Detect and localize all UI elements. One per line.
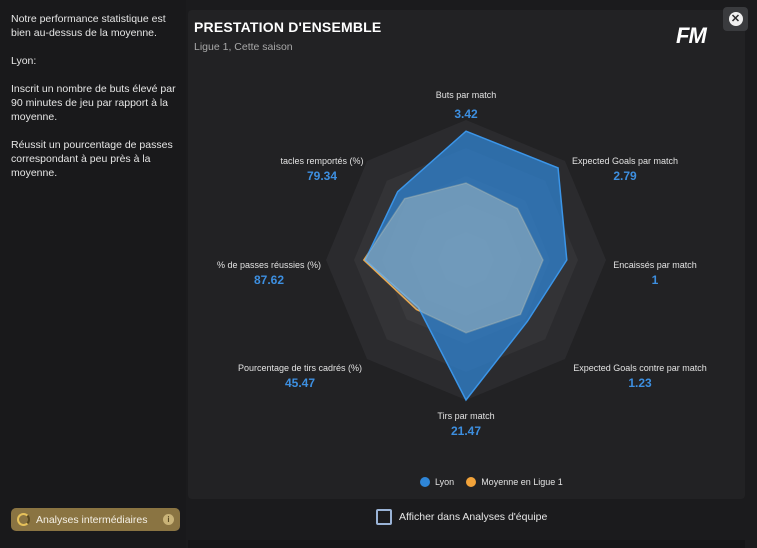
axis-label: Pourcentage de tirs cadrés (%) bbox=[237, 363, 363, 373]
axis-value: 45.47 bbox=[284, 376, 316, 390]
radar-chart bbox=[326, 120, 606, 402]
bottom-strip bbox=[188, 540, 745, 548]
legend-item-average: Moyenne en Ligue 1 bbox=[466, 477, 563, 487]
axis-label: Encaissés par match bbox=[613, 260, 697, 270]
analyses-button-label: Analyses intermédiaires bbox=[36, 513, 148, 526]
axis-value: 79.34 bbox=[306, 169, 338, 183]
legend-item-lyon: Lyon bbox=[420, 477, 454, 487]
axis-label: Buts par match bbox=[435, 90, 497, 100]
card-title: PRESTATION D'ENSEMBLE bbox=[194, 19, 382, 35]
series-lyon-area bbox=[364, 130, 568, 402]
analysis-paragraph: Lyon: bbox=[11, 55, 37, 67]
info-icon[interactable]: i bbox=[163, 514, 174, 525]
card-subtitle: Ligue 1, Cette saison bbox=[194, 41, 293, 53]
axis-value: 1 bbox=[651, 273, 659, 287]
close-button[interactable]: ✕ bbox=[723, 7, 748, 31]
close-icon: ✕ bbox=[728, 12, 743, 26]
legend-label: Lyon bbox=[435, 477, 455, 487]
axis-value: 21.47 bbox=[450, 424, 482, 438]
legend-dot bbox=[420, 477, 430, 487]
fm-logo: FM bbox=[676, 23, 707, 48]
axis-label: Tirs par match bbox=[437, 411, 495, 421]
analyses-intermediaires-button[interactable]: Analyses intermédiaires i bbox=[11, 508, 180, 531]
legend-dot bbox=[466, 477, 477, 487]
axis-value: 2.79 bbox=[613, 169, 637, 183]
axis-value: 3.42 bbox=[454, 107, 478, 121]
axis-label: Expected Goals contre par match bbox=[573, 363, 707, 373]
legend-label: Moyenne en Ligue 1 bbox=[481, 477, 563, 487]
checkbox-label: Afficher dans Analyses d'équipe bbox=[399, 511, 548, 523]
checkbox[interactable] bbox=[376, 509, 392, 525]
series-average-area bbox=[363, 183, 543, 333]
progress-ring-icon bbox=[17, 513, 30, 526]
axis-label: Expected Goals par match bbox=[571, 156, 679, 166]
axis-label: % de passes réussies (%) bbox=[216, 260, 322, 270]
analysis-text: Notre performance statistique est bien a… bbox=[11, 12, 181, 194]
axis-value: 1.23 bbox=[628, 376, 652, 390]
chart-legend: Lyon Moyenne en Ligue 1 bbox=[420, 475, 575, 489]
analysis-paragraph: Inscrit un nombre de buts élevé par 90 m… bbox=[11, 83, 176, 123]
show-in-team-analysis-toggle[interactable]: Afficher dans Analyses d'équipe bbox=[376, 509, 547, 525]
analysis-paragraph: Réussit un pourcentage de passes corresp… bbox=[11, 139, 173, 179]
analysis-paragraph: Notre performance statistique est bien a… bbox=[11, 13, 166, 39]
axis-label: tacles remportés (%) bbox=[280, 156, 364, 166]
axis-value: 87.62 bbox=[253, 273, 285, 287]
left-panel: Notre performance statistique est bien a… bbox=[0, 0, 186, 548]
